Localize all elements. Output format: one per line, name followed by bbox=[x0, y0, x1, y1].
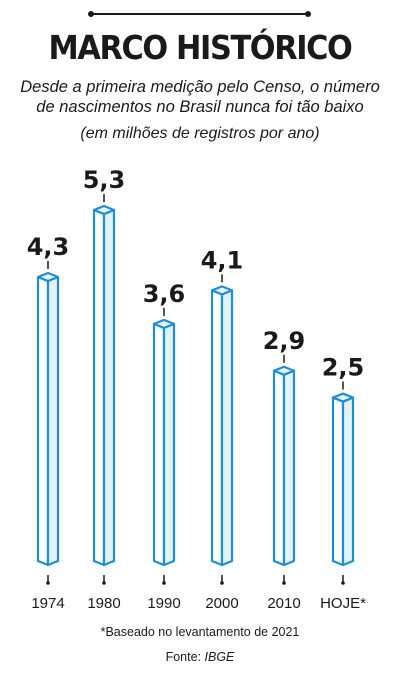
bar-HOJE*-left-face bbox=[331, 396, 345, 567]
bar-1990-cap bbox=[152, 318, 176, 329]
bar-2000-left-face bbox=[210, 289, 224, 567]
x-tick-label: 1990 bbox=[147, 595, 180, 612]
x-tick-label: 1974 bbox=[31, 595, 64, 612]
unit-note: (em milhões de registros por ano) bbox=[80, 125, 320, 142]
source-line: Fonte: IBGE bbox=[0, 649, 400, 665]
bar-2010-right-face bbox=[282, 369, 296, 567]
bar-1974-right-face bbox=[46, 275, 60, 567]
bar-1980-cap bbox=[92, 204, 116, 216]
top-rule bbox=[88, 11, 311, 17]
axis-tick-dot bbox=[46, 581, 50, 585]
x-tick-label: 2000 bbox=[205, 595, 238, 612]
x-tick-label: 2010 bbox=[267, 595, 300, 612]
bar-HOJE*-right-face bbox=[341, 396, 355, 567]
value-label: 2,9 bbox=[263, 327, 306, 355]
bar-1974-cap bbox=[36, 271, 60, 283]
value-label: 4,3 bbox=[27, 233, 70, 261]
bar-2010-left-face bbox=[272, 369, 286, 567]
footnote: *Baseado no levantamento de 2021 bbox=[100, 625, 300, 639]
axis-tick-dot bbox=[282, 581, 286, 585]
value-label: 5,3 bbox=[83, 166, 126, 194]
axis-tick-dot bbox=[341, 581, 345, 585]
bar-1990-right-face bbox=[162, 322, 176, 567]
axis-tick-dot bbox=[102, 581, 106, 585]
source-name: IBGE bbox=[204, 650, 235, 664]
bar-1990-left-face bbox=[152, 322, 166, 567]
bar-2000-right-face bbox=[220, 289, 234, 567]
bar-1980-right-face bbox=[102, 208, 116, 567]
chart-title: MARCO HISTÓRICO bbox=[48, 28, 353, 67]
bar-2000-cap bbox=[210, 285, 234, 296]
value-label: 3,6 bbox=[143, 280, 186, 308]
bar-chart: 4,3 1974 5,3 1980 3,6 1990 4,1 2000 2,9 2010 2,5 HO… bbox=[27, 166, 366, 612]
axis-tick-dot bbox=[220, 581, 224, 585]
bar-1974-left-face bbox=[36, 275, 50, 567]
bar-2010-cap bbox=[272, 365, 296, 376]
bar-HOJE*-cap bbox=[331, 392, 355, 403]
bar-1980-left-face bbox=[92, 208, 106, 567]
value-label: 4,1 bbox=[201, 246, 244, 274]
x-tick-label: 1980 bbox=[87, 595, 120, 612]
source-prefix: Fonte: bbox=[165, 650, 205, 664]
x-tick-label: HOJE* bbox=[320, 595, 366, 612]
axis-tick-dot bbox=[162, 581, 166, 585]
chart-subtitle: Desde a primeira medição pelo Censo, o n… bbox=[20, 78, 380, 116]
value-label: 2,5 bbox=[322, 354, 365, 382]
